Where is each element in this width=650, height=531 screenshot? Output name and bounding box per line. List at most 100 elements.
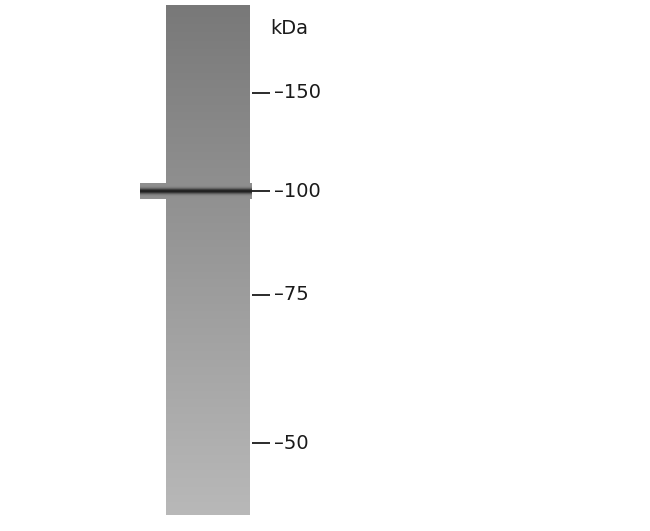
Bar	[166, 110, 250, 113]
Bar	[166, 299, 250, 301]
Bar	[166, 228, 250, 229]
Bar	[166, 463, 250, 464]
Bar	[166, 363, 250, 365]
Bar	[166, 144, 250, 145]
Bar	[166, 142, 250, 144]
Bar	[166, 252, 250, 254]
Bar	[166, 44, 250, 46]
Bar	[166, 174, 250, 176]
Bar	[166, 59, 250, 62]
Bar	[166, 74, 250, 75]
Bar	[166, 21, 250, 23]
Bar	[166, 466, 250, 468]
Bar	[166, 506, 250, 508]
Bar	[166, 275, 250, 277]
Bar	[140, 191, 252, 192]
Bar	[166, 286, 250, 288]
Bar	[166, 337, 250, 339]
Bar	[166, 220, 250, 222]
Bar	[166, 504, 250, 506]
Bar	[166, 140, 250, 142]
Bar	[140, 190, 252, 191]
Bar	[166, 465, 250, 467]
Bar	[166, 404, 250, 406]
Bar	[166, 125, 250, 126]
Bar	[166, 344, 250, 346]
Bar	[166, 126, 250, 127]
Bar	[166, 58, 250, 60]
Bar	[166, 157, 250, 158]
Bar	[166, 79, 250, 81]
Bar	[166, 20, 250, 22]
Bar	[166, 262, 250, 264]
Bar	[166, 214, 250, 216]
Bar	[166, 317, 250, 319]
Bar	[166, 191, 250, 193]
Bar	[166, 318, 250, 320]
Text: kDa: kDa	[270, 19, 307, 38]
Bar	[166, 474, 250, 476]
Bar	[166, 150, 250, 152]
Bar	[166, 265, 250, 267]
Bar	[166, 6, 250, 8]
Bar	[166, 163, 250, 165]
Bar	[166, 129, 250, 130]
Bar	[166, 152, 250, 155]
Bar	[166, 203, 250, 205]
Bar	[166, 383, 250, 385]
Bar	[166, 369, 250, 371]
Bar	[166, 94, 250, 96]
Bar	[166, 216, 250, 218]
Bar	[166, 392, 250, 394]
Bar	[166, 271, 250, 273]
Bar	[166, 221, 250, 223]
Bar	[166, 225, 250, 227]
Bar	[166, 42, 250, 44]
Bar	[166, 297, 250, 298]
Bar	[166, 437, 250, 439]
Bar	[166, 53, 250, 55]
Bar	[166, 280, 250, 282]
Bar	[166, 118, 250, 120]
Bar	[140, 184, 252, 185]
Bar	[166, 381, 250, 382]
Bar	[166, 483, 250, 484]
Bar	[166, 263, 250, 266]
Text: –50: –50	[274, 434, 309, 453]
Bar	[166, 70, 250, 72]
Bar	[166, 443, 250, 445]
Bar	[166, 182, 250, 184]
Bar	[166, 294, 250, 296]
Bar	[140, 184, 252, 185]
Bar	[140, 189, 252, 190]
Bar	[166, 29, 250, 31]
Bar	[166, 423, 250, 425]
Bar	[166, 63, 250, 65]
Bar	[166, 457, 250, 459]
Bar	[166, 229, 250, 231]
Bar	[166, 195, 250, 196]
Bar	[166, 5, 250, 6]
Bar	[166, 349, 250, 350]
Bar	[166, 490, 250, 492]
Bar	[166, 278, 250, 279]
Bar	[166, 320, 250, 321]
Bar	[166, 380, 250, 381]
Bar	[166, 479, 250, 481]
Bar	[166, 190, 250, 191]
Bar	[166, 456, 250, 458]
Bar	[166, 332, 250, 334]
Bar	[166, 28, 250, 30]
Bar	[166, 451, 250, 452]
Bar	[166, 244, 250, 246]
Bar	[140, 186, 252, 187]
Bar	[166, 154, 250, 156]
Bar	[166, 424, 250, 426]
Bar	[166, 123, 250, 125]
Bar	[166, 384, 250, 387]
Bar	[166, 39, 250, 41]
Bar	[166, 426, 250, 429]
Bar	[166, 179, 250, 181]
Bar	[166, 99, 250, 101]
Bar	[166, 141, 250, 143]
